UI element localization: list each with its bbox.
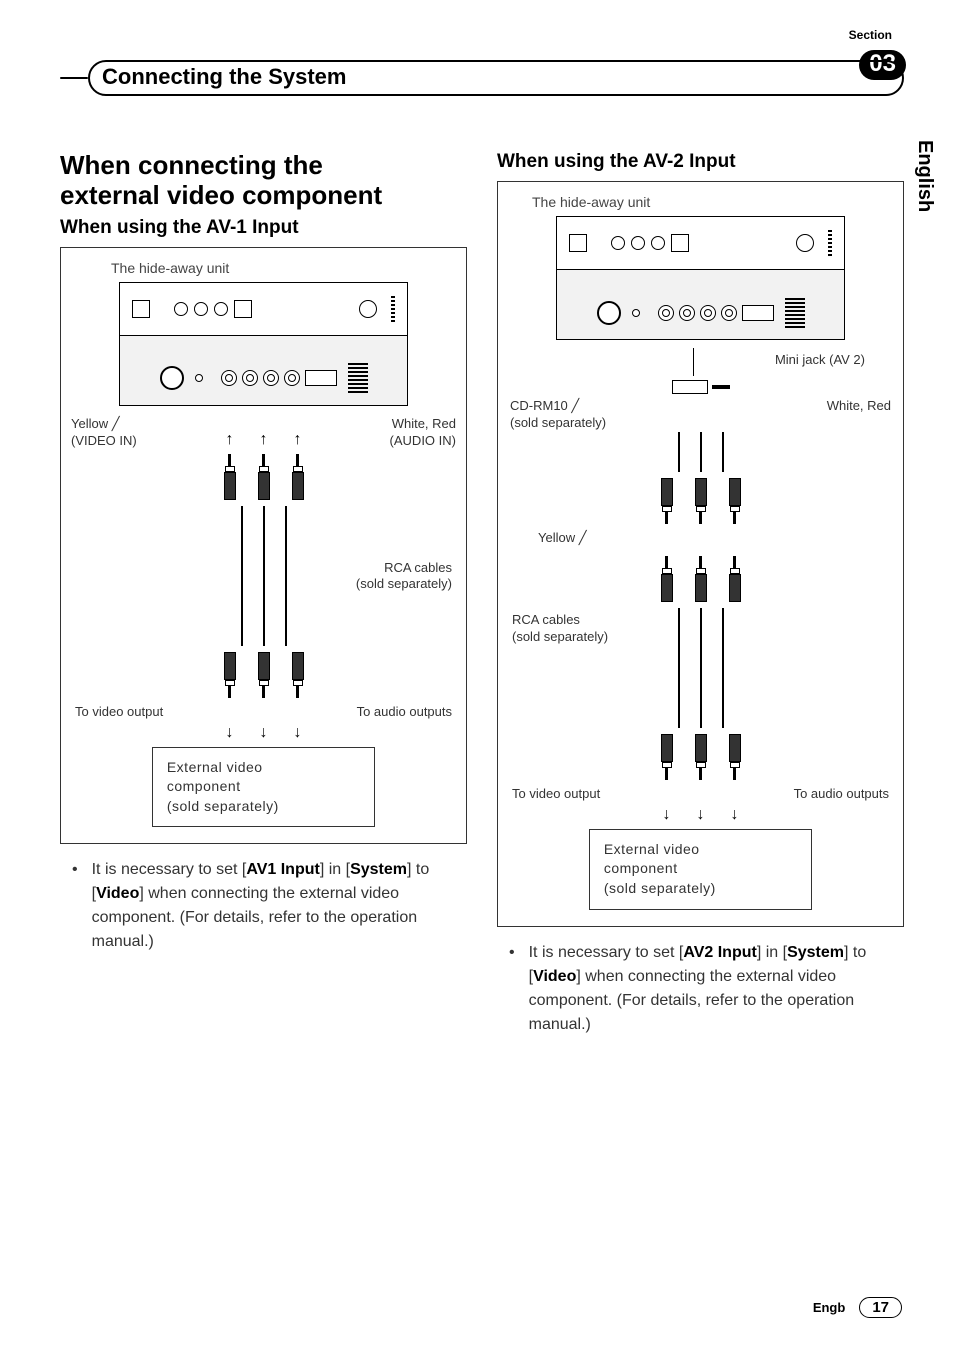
rca-cables-label-2: RCA cables (sold separately) — [512, 612, 608, 646]
av1-diagram: The hide-away unit — [60, 247, 467, 845]
left-column: When connecting the external video compo… — [60, 151, 467, 1037]
rca-cables-label: RCA cables (sold separately) — [356, 560, 452, 594]
footer-label: Engb — [813, 1300, 846, 1315]
external-video-component-box-2: External video component (sold separatel… — [589, 829, 812, 910]
external-video-component-box: External video component (sold separatel… — [152, 747, 375, 828]
hideaway-unit-drawing — [119, 282, 408, 406]
yellow-label-2: Yellow ╱ — [538, 530, 587, 547]
hideaway-unit-drawing-2 — [556, 216, 845, 340]
mini-jack-label: Mini jack (AV 2) — [775, 352, 865, 369]
section-label: Section — [849, 28, 892, 42]
left-heading-l1: When connecting the — [60, 150, 323, 180]
left-subheading: When using the AV-1 Input — [60, 217, 467, 239]
left-heading-l2: external video component — [60, 180, 382, 210]
av2-note: • It is necessary to set [AV2 Input] in … — [497, 941, 904, 1037]
to-audio-outputs-label: To audio outputs — [357, 704, 452, 719]
bullet-icon: • — [72, 858, 78, 954]
av1-note: • It is necessary to set [AV1 Input] in … — [60, 858, 467, 954]
section-title: Connecting the System — [88, 60, 904, 96]
to-audio-outputs-label-2: To audio outputs — [794, 786, 889, 801]
rca-plugs-top — [71, 454, 456, 500]
yellow-videoin-label: Yellow ╱ (VIDEO IN) — [71, 416, 137, 450]
language-tab: English — [913, 140, 936, 212]
to-video-output-label: To video output — [75, 704, 163, 719]
av2-diagram: The hide-away unit — [497, 181, 904, 927]
av2-note-text: It is necessary to set [AV2 Input] in [S… — [529, 941, 904, 1037]
white-red-audioin-label: White, Red (AUDIO IN) — [390, 416, 456, 450]
header-rule-left — [60, 77, 88, 79]
av1-note-text: It is necessary to set [AV1 Input] in [S… — [92, 858, 467, 954]
to-video-output-label-2: To video output — [512, 786, 600, 801]
rca-plugs-bottom-2 — [508, 734, 893, 780]
av1-caption: The hide-away unit — [71, 260, 456, 276]
right-subheading: When using the AV-2 Input — [497, 151, 904, 173]
bullet-icon: • — [509, 941, 515, 1037]
rca-plugs-mid-down — [508, 478, 893, 524]
av2-caption: The hide-away unit — [508, 194, 893, 210]
white-red-label-2: White, Red — [827, 398, 891, 432]
cdrm10-label: CD-RM10 ╱ (sold separately) — [510, 398, 606, 432]
page-number: 17 — [859, 1297, 902, 1318]
page-footer: Engb 17 — [813, 1297, 902, 1318]
right-column: When using the AV-2 Input The hide-away … — [497, 151, 904, 1037]
mini-jack-drawing — [508, 380, 893, 394]
section-header: Connecting the System — [60, 60, 904, 96]
rca-plugs-bottom — [71, 652, 456, 698]
rca-plugs-mid-up — [508, 556, 893, 602]
left-heading: When connecting the external video compo… — [60, 151, 467, 211]
